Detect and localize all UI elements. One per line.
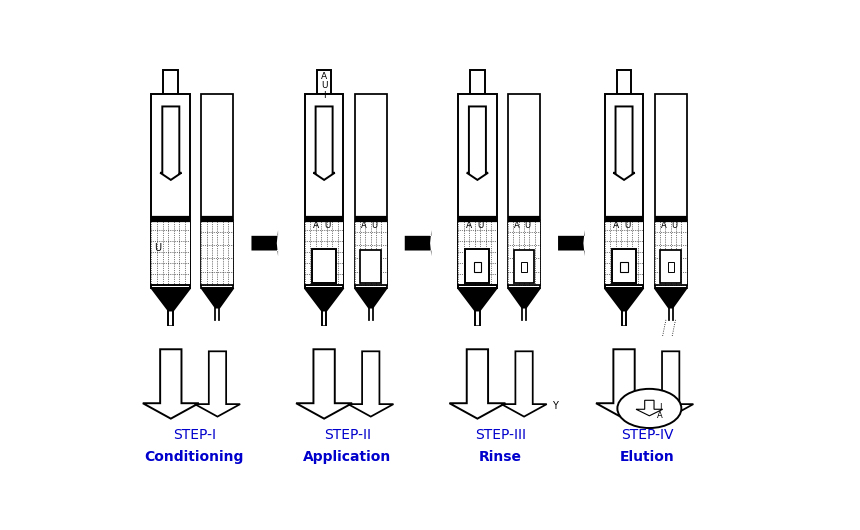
Polygon shape [508,288,540,307]
Bar [151,219,190,285]
Bar [513,250,534,283]
Bar [360,250,381,283]
Polygon shape [450,349,506,419]
Polygon shape [654,288,686,307]
Polygon shape [467,107,488,180]
Bar [654,219,686,285]
Text: A  U: A U [313,220,331,229]
Text: STEP-II: STEP-II [324,428,371,442]
Polygon shape [195,351,240,417]
Bar [654,94,686,288]
Bar [660,250,681,283]
Bar [521,262,527,271]
Bar [355,94,387,288]
Text: A  U: A U [514,220,531,229]
Bar [470,70,485,94]
Polygon shape [636,400,663,416]
Polygon shape [355,288,387,307]
Bar [151,94,190,288]
Bar [163,70,178,94]
Bar [304,219,343,285]
Polygon shape [596,349,652,419]
Bar [316,70,331,94]
Bar [304,94,343,288]
Polygon shape [605,288,643,311]
Polygon shape [348,351,393,417]
Text: Rinse: Rinse [479,450,522,464]
Bar [355,219,387,285]
Polygon shape [613,107,635,180]
Bar [474,262,482,272]
Polygon shape [648,351,693,417]
Polygon shape [296,349,352,419]
Text: Conditioning: Conditioning [144,450,244,464]
Bar [667,262,673,271]
Polygon shape [314,107,335,180]
Polygon shape [201,288,233,307]
Text: STEP-III: STEP-III [476,428,526,442]
Text: STEP-I: STEP-I [173,428,216,442]
Polygon shape [458,288,497,311]
Polygon shape [501,351,547,417]
Circle shape [617,389,681,428]
Bar [605,94,643,288]
Text: A: A [657,411,663,420]
Polygon shape [251,230,278,256]
Bar [605,219,643,285]
Bar [617,70,631,94]
Bar [508,94,540,288]
Text: A  U: A U [466,220,485,229]
Text: Elution: Elution [620,450,675,464]
Bar [458,219,497,285]
Text: A  U: A U [360,220,378,229]
Text: U: U [154,243,162,253]
Text: A  U: A U [613,220,631,229]
Bar [612,249,636,283]
Bar [465,249,489,283]
Bar [620,262,628,272]
Bar [201,94,233,288]
Polygon shape [160,107,181,180]
Bar [312,249,336,283]
Text: A  U: A U [660,220,678,229]
Text: Application: Application [304,450,391,464]
Polygon shape [304,288,343,311]
Text: I: I [659,403,661,412]
Text: Y: Y [552,401,558,411]
Bar [201,219,233,285]
Polygon shape [143,349,199,419]
Polygon shape [405,230,432,256]
Bar [508,219,540,285]
Text: STEP-IV: STEP-IV [621,428,673,442]
Polygon shape [558,230,585,256]
Polygon shape [151,288,190,311]
Bar [458,94,497,288]
Text: A
U
I: A U I [321,72,328,100]
